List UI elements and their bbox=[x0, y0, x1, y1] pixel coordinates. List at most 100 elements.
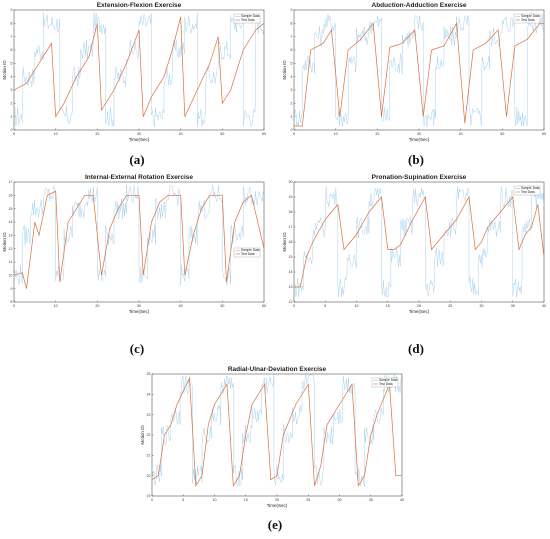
chart-svg: Pronation-Supination Exercise 12 13 14 15 16 1… bbox=[282, 174, 546, 314]
y-tick-label: 18 bbox=[289, 210, 293, 214]
x-tick-label: 10 bbox=[355, 304, 359, 308]
y-tick-label: 10 bbox=[9, 274, 13, 278]
x-tick-label: 0 bbox=[151, 498, 153, 502]
y-axis-label: Motion ID bbox=[282, 60, 287, 80]
y-tick-label: 3 bbox=[291, 88, 293, 92]
x-tick-label: 60 bbox=[262, 132, 266, 136]
legend-label: Test Data bbox=[241, 252, 255, 256]
y-tick-label: 8 bbox=[11, 22, 13, 26]
y-tick-label: 16 bbox=[289, 240, 293, 244]
legend-box bbox=[233, 247, 261, 258]
panel-letter-b: (b) bbox=[408, 152, 424, 167]
x-tick-label: 40 bbox=[400, 498, 404, 502]
chart-panel-radial-ulnar-deviation: Radial-Ulnar-Deviation Exercise 19 20 21 22 2… bbox=[138, 364, 410, 516]
y-tick-label: 6 bbox=[291, 48, 293, 52]
y-tick-label: 20 bbox=[147, 474, 151, 478]
y-tick-label: 14 bbox=[289, 270, 293, 274]
series-line-test-data bbox=[151, 377, 402, 487]
y-tick-label: 25 bbox=[147, 372, 151, 376]
y-tick-label: 9 bbox=[11, 287, 13, 291]
x-tick-label: 15 bbox=[386, 304, 390, 308]
legend-box bbox=[513, 13, 541, 24]
y-tick-label: 15 bbox=[9, 207, 13, 211]
x-tick-label: 30 bbox=[480, 304, 484, 308]
x-tick-label: 20 bbox=[417, 304, 421, 308]
chart-svg: Abduction-Adduction Exercise 0 1 2 3 4 5 6 7 8 9 0 1… bbox=[282, 2, 546, 142]
x-tick-label: 30 bbox=[137, 304, 141, 308]
legend-label: Sample Data bbox=[521, 14, 540, 18]
y-tick-label: 24 bbox=[147, 393, 151, 397]
legend-label: Sample Data bbox=[521, 186, 540, 190]
y-tick-label: 7 bbox=[291, 35, 293, 39]
y-tick-label: 0 bbox=[291, 128, 293, 132]
y-tick-label: 11 bbox=[9, 260, 13, 264]
x-tick-label: 40 bbox=[459, 132, 463, 136]
y-tick-label: 15 bbox=[289, 255, 293, 259]
y-axis-label: Motion ID bbox=[2, 60, 7, 80]
y-tick-label: 2 bbox=[11, 102, 13, 106]
panel-letter-a: (a) bbox=[129, 152, 145, 167]
legend-label: Test Data bbox=[379, 382, 393, 386]
chart-title: Pronation-Supination Exercise bbox=[372, 174, 467, 181]
x-tick-label: 40 bbox=[542, 304, 546, 308]
chart-title: Internal-External Rotation Exercise bbox=[85, 174, 193, 181]
x-tick-label: 50 bbox=[220, 132, 224, 136]
y-tick-label: 17 bbox=[289, 225, 293, 229]
x-tick-label: 30 bbox=[338, 498, 342, 502]
y-tick-label: 4 bbox=[11, 75, 13, 79]
y-tick-label: 12 bbox=[289, 300, 293, 304]
legend-box bbox=[371, 377, 399, 388]
y-tick-label: 4 bbox=[291, 75, 293, 79]
panel-letter-e: (e) bbox=[267, 517, 283, 532]
y-tick-label: 1 bbox=[291, 115, 293, 119]
x-tick-label: 20 bbox=[375, 132, 379, 136]
x-tick-label: 5 bbox=[324, 304, 326, 308]
x-tick-label: 40 bbox=[179, 304, 183, 308]
legend-label: Sample Data bbox=[241, 248, 260, 252]
x-tick-label: 60 bbox=[542, 132, 546, 136]
chart-panel-pronation-supination: Pronation-Supination Exercise 12 13 14 15 16 1… bbox=[280, 172, 550, 322]
y-tick-label: 19 bbox=[289, 195, 293, 199]
x-tick-label: 25 bbox=[448, 304, 452, 308]
y-axis-label: Motion ID bbox=[282, 232, 287, 252]
y-tick-label: 23 bbox=[147, 413, 151, 417]
x-tick-label: 35 bbox=[369, 498, 373, 502]
x-tick-label: 10 bbox=[54, 132, 58, 136]
chart-panel-abduction-adduction: Abduction-Adduction Exercise 0 1 2 3 4 5 6 7 8 9 0 1… bbox=[280, 0, 550, 148]
y-tick-label: 13 bbox=[9, 234, 13, 238]
y-tick-label: 8 bbox=[11, 300, 13, 304]
legend-label: Test Data bbox=[521, 190, 535, 194]
chart-title: Radial-Ulnar-Deviation Exercise bbox=[228, 366, 327, 373]
y-tick-label: 5 bbox=[291, 62, 293, 66]
chart-svg: Internal-External Rotation Exercise 8 9 10 1… bbox=[2, 174, 266, 314]
y-tick-label: 3 bbox=[11, 88, 13, 92]
panel-letter-d: (d) bbox=[408, 341, 424, 356]
y-tick-label: 14 bbox=[9, 220, 13, 224]
x-tick-label: 10 bbox=[54, 304, 58, 308]
y-tick-label: 22 bbox=[147, 433, 151, 437]
x-tick-label: 10 bbox=[334, 132, 338, 136]
x-axis-label: Time(Sec) bbox=[129, 309, 150, 314]
x-tick-label: 20 bbox=[95, 304, 99, 308]
legend-label: Sample Data bbox=[241, 14, 260, 18]
series-line-test-data bbox=[294, 195, 545, 288]
x-tick-label: 40 bbox=[179, 132, 183, 136]
y-tick-label: 6 bbox=[11, 48, 13, 52]
chart-title: Extension-Flexion Exercise bbox=[97, 2, 182, 9]
x-axis-label: Time(Sec) bbox=[409, 309, 430, 314]
y-tick-label: 17 bbox=[9, 180, 13, 184]
y-tick-label: 12 bbox=[9, 247, 13, 251]
series-line-test-data bbox=[13, 190, 265, 289]
y-axis-label: Motion ID bbox=[140, 425, 145, 445]
x-tick-label: 25 bbox=[306, 498, 310, 502]
y-tick-label: 8 bbox=[291, 22, 293, 26]
series-line-sample-data bbox=[293, 12, 545, 127]
y-tick-label: 20 bbox=[289, 180, 293, 184]
x-tick-label: 50 bbox=[220, 304, 224, 308]
x-tick-label: 0 bbox=[293, 304, 295, 308]
